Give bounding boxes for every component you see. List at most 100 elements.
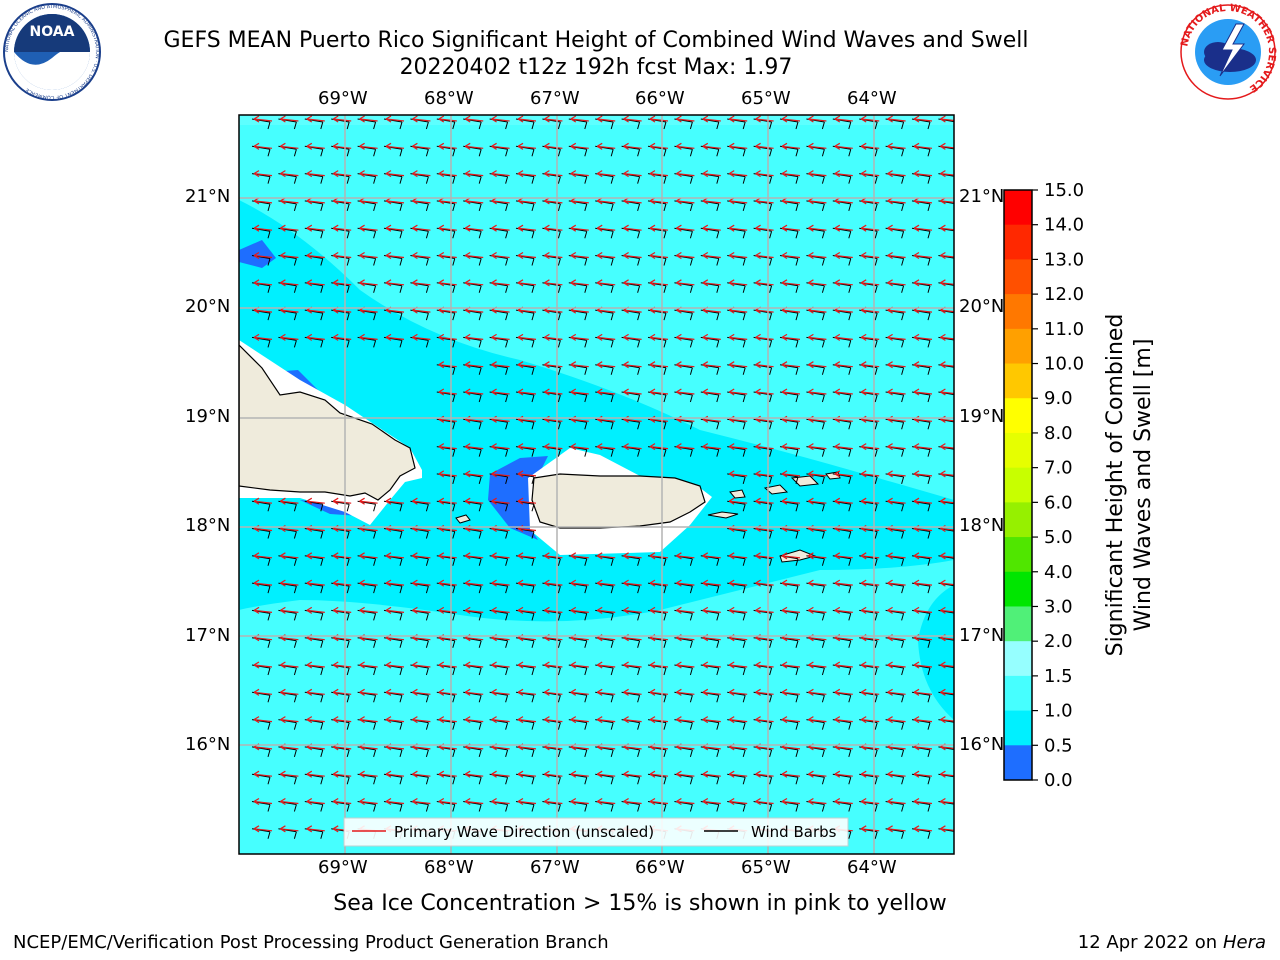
wave-direction-arrow [940, 443, 954, 451]
wave-direction-arrow [808, 388, 827, 396]
wave-direction-arrow [280, 279, 299, 287]
wave-direction-arrow [332, 661, 352, 669]
wave-direction-arrow [940, 115, 954, 123]
wave-direction-arrow [808, 688, 827, 696]
wave-direction-arrow [728, 279, 748, 287]
colorbar-tick-label: 0.0 [1044, 770, 1073, 790]
map-frame [238, 114, 955, 855]
wave-direction-arrow [385, 797, 405, 806]
wave-direction-arrow [596, 579, 616, 587]
lon-label-top-67w: 67°W [530, 88, 580, 109]
wave-direction-arrow [385, 770, 405, 778]
wave-direction-arrow [306, 115, 325, 123]
wave-direction-arrow [728, 224, 748, 232]
wave-direction-arrow [940, 688, 954, 696]
wave-direction-arrow [253, 497, 273, 505]
wave-direction-arrow [728, 797, 748, 806]
wave-direction-arrow [623, 606, 642, 614]
wave-direction-arrow [860, 552, 880, 560]
wave-direction-arrow [940, 552, 954, 560]
wave-direction-arrow [676, 688, 695, 696]
wave-direction-arrow [332, 606, 352, 614]
wave-direction-arrow [517, 579, 537, 587]
wave-direction-arrow [623, 579, 642, 587]
wave-direction-arrow [623, 388, 642, 396]
lon-label-bottom-65w: 65°W [741, 857, 791, 878]
wave-direction-arrow [544, 770, 563, 778]
wave-direction-arrow [860, 443, 880, 451]
footer-branch: NCEP/EMC/Verification Post Processing Pr… [13, 932, 609, 953]
wave-direction-arrow [332, 552, 352, 560]
colorbar-tick-label: 4.0 [1044, 562, 1073, 583]
wave-direction-arrow [464, 443, 484, 451]
wave-direction-arrow [306, 825, 325, 833]
wave-direction-arrow [676, 170, 695, 178]
wave-direction-arrow [860, 716, 880, 724]
wave-direction-arrow [649, 552, 669, 560]
colorbar-band [1004, 224, 1032, 260]
lon-label-top-69w: 69°W [318, 88, 368, 109]
wave-direction-arrow [464, 716, 484, 724]
wave-direction-arrow [940, 170, 954, 178]
land-mona-island [455, 514, 471, 524]
land-st-thomas [763, 484, 789, 495]
colorbar-tick-label: 3.0 [1044, 596, 1073, 617]
wave-direction-arrow [887, 361, 906, 369]
wave-direction-arrow [280, 251, 299, 260]
wave-direction-arrow [913, 443, 933, 451]
wave-direction-arrow [834, 115, 853, 123]
land-st-croix [779, 549, 817, 563]
wave-direction-arrow [887, 716, 906, 724]
wave-direction-arrow [808, 333, 827, 341]
wave-direction-arrow [940, 224, 954, 232]
wave-direction-arrow [570, 388, 589, 396]
wave-direction-arrow [808, 361, 827, 369]
wave-direction-arrow [359, 279, 378, 287]
wave-direction-arrow [280, 716, 299, 724]
wave-direction-arrow [781, 688, 801, 696]
wave-direction-arrow [544, 579, 563, 587]
wave-direction-arrow [887, 170, 906, 178]
wave-direction-arrow [860, 579, 880, 587]
wave-direction-arrow [860, 470, 880, 478]
colorbar-tick-label: 13.0 [1044, 249, 1084, 270]
map-subtitle: 20220402 t12z 192h fcst Max: 1.97 [399, 55, 793, 80]
wave-direction-arrow [438, 552, 457, 560]
wave-direction-arrow [781, 279, 801, 287]
wave-direction-arrow [940, 251, 954, 260]
wave-direction-arrow [412, 497, 431, 505]
wave-direction-arrow [412, 552, 431, 560]
wave-direction-arrow [412, 170, 431, 178]
wave-direction-arrow [860, 497, 880, 505]
wave-direction-arrow [596, 716, 616, 724]
wave-direction-arrow [332, 279, 352, 287]
wave-direction-arrow [517, 115, 537, 123]
wave-direction-arrow [702, 606, 721, 614]
wave-direction-arrow [702, 661, 721, 669]
wave-direction-arrow [306, 251, 325, 260]
wave-direction-arrow [491, 142, 510, 150]
wave-direction-arrow [517, 497, 537, 505]
wave-direction-arrow [517, 443, 537, 451]
wave-direction-arrow [544, 552, 563, 560]
wave-direction-arrow [438, 470, 457, 478]
wave-direction-arrow [834, 443, 853, 451]
wave-direction-arrow [438, 770, 457, 778]
wave-direction-arrow [702, 333, 721, 341]
wave-direction-arrow [781, 361, 801, 369]
wave-direction-arrow [517, 661, 537, 669]
wave-direction-arrow [623, 170, 642, 178]
wave-direction-arrow [385, 552, 405, 560]
wave-direction-arrow [596, 333, 616, 341]
wave-direction-arrow [517, 470, 537, 478]
wave-direction-arrow [676, 115, 695, 123]
wave-direction-arrow [676, 797, 695, 806]
colorbar-label-line2: Wind Waves and Swell [m] [1131, 339, 1156, 632]
wave-direction-arrow [623, 333, 642, 341]
wave-direction-arrow [438, 579, 457, 587]
wave-direction-arrow [808, 251, 827, 260]
wave-direction-arrow [940, 497, 954, 505]
wave-direction-arrow [834, 688, 853, 696]
wave-direction-arrow [913, 388, 933, 396]
colorbar-band [1004, 502, 1032, 538]
